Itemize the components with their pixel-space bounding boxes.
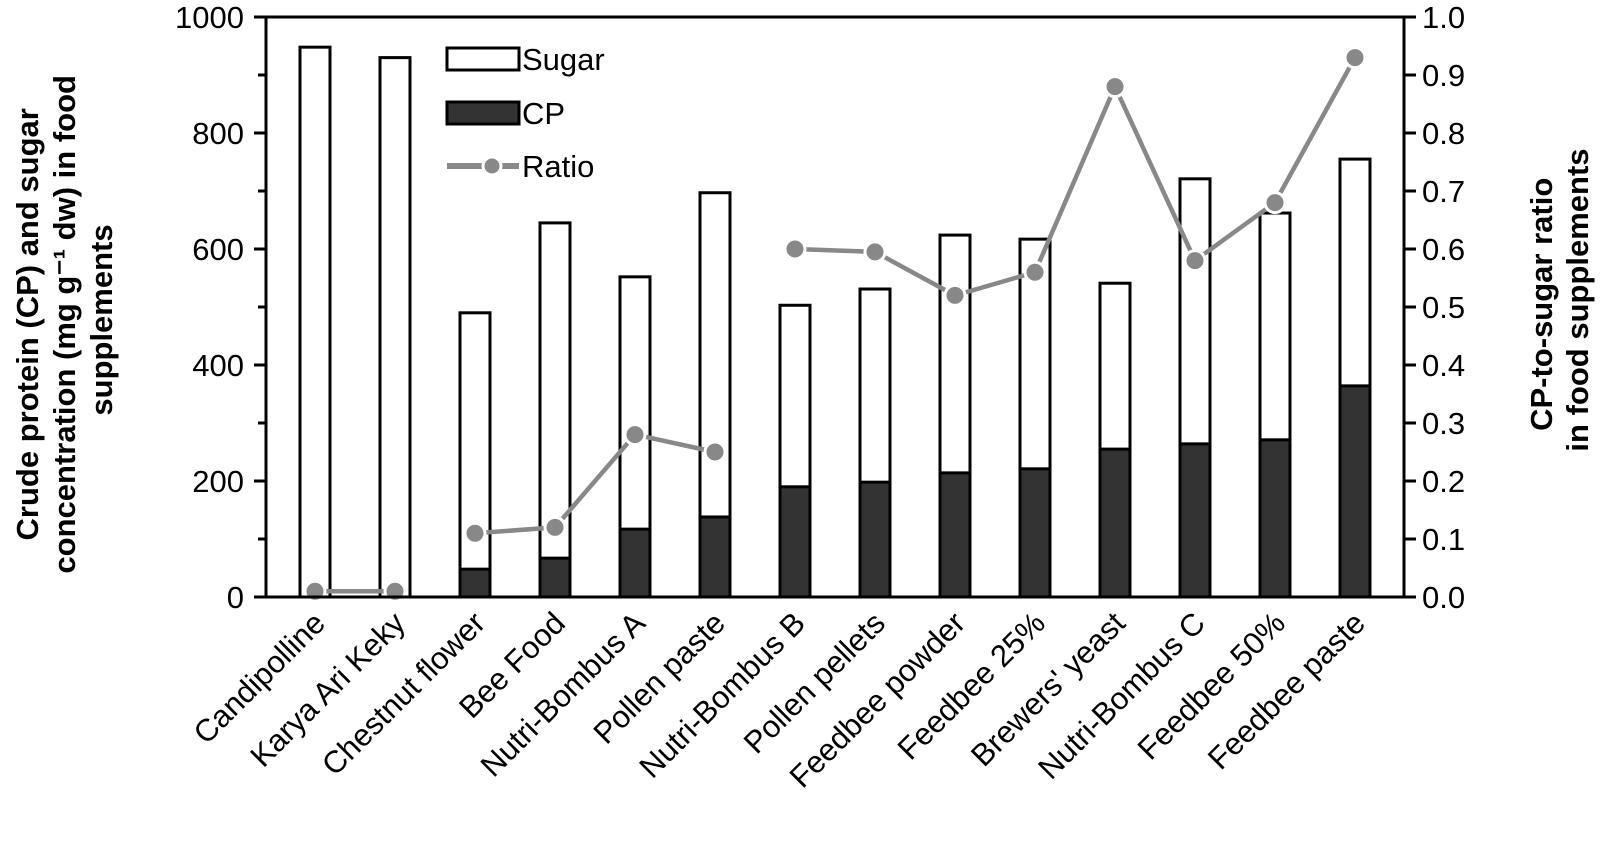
bar-cp <box>618 527 652 599</box>
y-tick-label: 600 <box>192 232 244 267</box>
ratio-point <box>703 440 727 464</box>
legend-label-sugar: Sugar <box>522 42 605 77</box>
legend-swatch-sugar <box>445 46 521 72</box>
ratio-point <box>1263 191 1287 215</box>
ratio-point <box>463 521 487 545</box>
y-axis-title-line-2: concentration (mg g⁻¹ dw) in food <box>47 75 82 574</box>
y-tick-label: 1000 <box>175 0 244 35</box>
ratio-point <box>943 283 967 307</box>
y2-tick-label: 0.3 <box>1422 406 1465 441</box>
ratio-line-segment <box>794 56 1357 298</box>
y2-tick-label: 0.6 <box>1422 232 1465 267</box>
bars-layer <box>298 45 1372 599</box>
ratio-point <box>783 237 807 261</box>
legend-swatch-cp <box>445 100 521 126</box>
ratio-point <box>1103 75 1127 99</box>
ratio-point <box>623 423 647 447</box>
y2-tick-label: 0.2 <box>1422 464 1465 499</box>
bar-sugar <box>298 45 332 599</box>
axes-layer <box>264 15 1406 599</box>
y-axis-title-line-3: supplements <box>84 224 119 415</box>
y2-tick-label: 0.5 <box>1422 290 1465 325</box>
legend: Sugar CP Ratio <box>445 42 605 184</box>
bar-sugar <box>458 311 492 599</box>
y2-axis-title: CP-to-sugar ratio in food supplements <box>1524 148 1595 451</box>
bar-cp <box>698 515 732 599</box>
legend-swatch-ratio-marker <box>481 155 503 177</box>
bar-cp <box>1098 447 1132 599</box>
y2-tick-label: 0.4 <box>1422 348 1465 383</box>
bar-cp <box>538 556 572 599</box>
legend-label-ratio: Ratio <box>522 149 594 184</box>
y-tick-label: 800 <box>192 116 244 151</box>
y2-tick-label: 0.9 <box>1422 58 1465 93</box>
ratio-point <box>863 240 887 264</box>
y-axis-title-line-1: Crude protein (CP) and sugar <box>10 108 45 540</box>
y2-axis-title-line-2: in food supplements <box>1560 148 1595 451</box>
ratio-point <box>1183 249 1207 273</box>
legend-label-cp: CP <box>522 96 565 131</box>
y-tick-label: 0 <box>227 580 244 615</box>
bar-cp <box>858 480 892 599</box>
y2-tick-label: 0.8 <box>1422 116 1465 151</box>
bar-cp <box>938 471 972 599</box>
bar-cp <box>1338 384 1372 599</box>
ratio-line-segment <box>474 432 716 536</box>
y2-axis-title-line-1: CP-to-sugar ratio <box>1524 178 1559 431</box>
bar-cp <box>458 567 492 599</box>
bar-cp <box>1018 467 1052 599</box>
ratio-point <box>1343 46 1367 70</box>
y-axis-title: Crude protein (CP) and sugar concentrati… <box>10 66 119 573</box>
y2-tick-label: 0.1 <box>1422 522 1465 557</box>
y-tick-label: 200 <box>192 464 244 499</box>
bar-cp <box>1178 442 1212 599</box>
ratio-point <box>1023 260 1047 284</box>
y2-tick-label: 0.7 <box>1422 174 1465 209</box>
bar-sugar <box>538 221 572 599</box>
y2-tick-label: 0.0 <box>1422 580 1465 615</box>
bar-cp <box>1258 438 1292 599</box>
bar-sugar <box>378 56 412 599</box>
y2-tick-label: 1.0 <box>1422 0 1465 35</box>
y-tick-label: 400 <box>192 348 244 383</box>
ratio-point <box>543 515 567 539</box>
bar-cp <box>778 485 812 599</box>
ticks-layer: 0 200 400 600 800 1000 0.0 0.1 0.2 0.3 0.4 0.5 0.6 0.… <box>175 0 1465 615</box>
